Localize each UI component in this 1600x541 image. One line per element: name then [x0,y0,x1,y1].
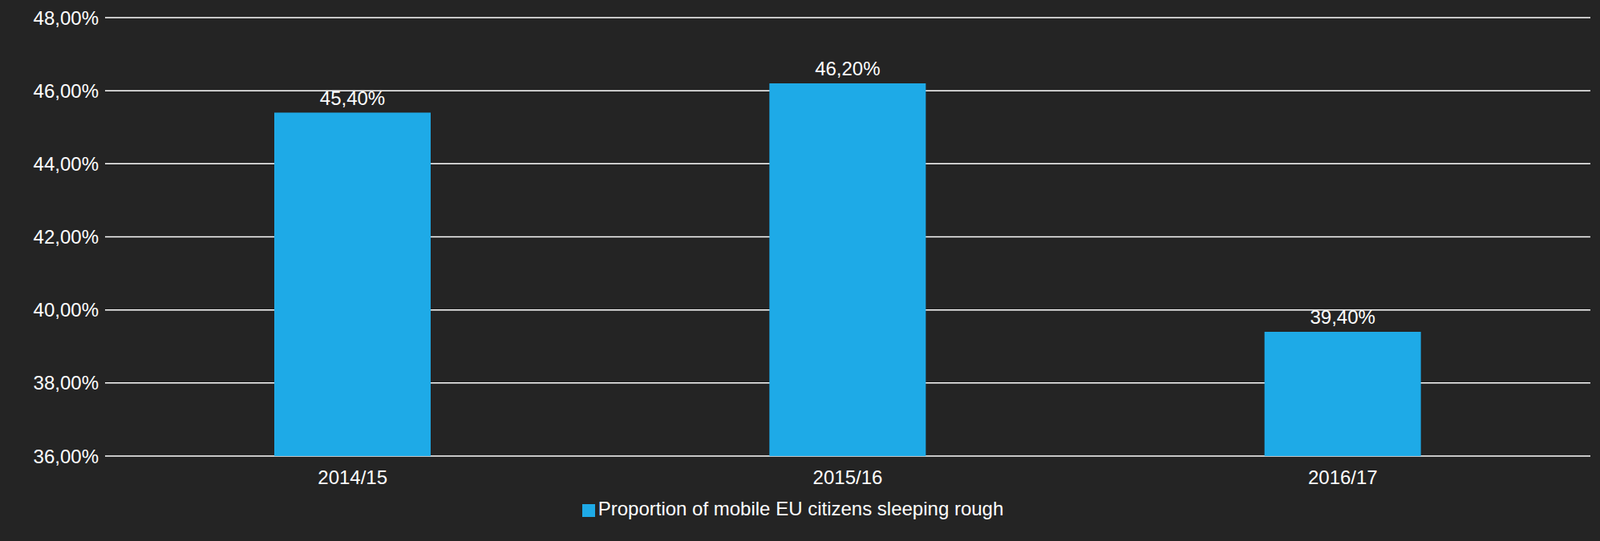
svg-text:39,40%: 39,40% [1309,306,1375,329]
svg-text:36,00%: 36,00% [33,445,99,468]
svg-text:48,00%: 48,00% [33,7,99,29]
svg-text:46,00%: 46,00% [33,80,99,102]
svg-text:44,00%: 44,00% [33,153,99,175]
svg-text:42,00%: 42,00% [33,226,99,248]
svg-text:2015/16: 2015/16 [813,466,884,489]
svg-text:46,20%: 46,20% [814,57,880,80]
svg-text:2014/15: 2014/15 [317,466,388,489]
svg-text:38,00%: 38,00% [33,372,99,394]
svg-text:40,00%: 40,00% [33,299,99,321]
svg-text:2016/17: 2016/17 [1308,466,1378,489]
svg-text:45,40%: 45,40% [320,87,385,110]
html-text:Proportion of mobile EU citize: Proportion of mobile EU citizens sleepin… [598,498,1004,520]
